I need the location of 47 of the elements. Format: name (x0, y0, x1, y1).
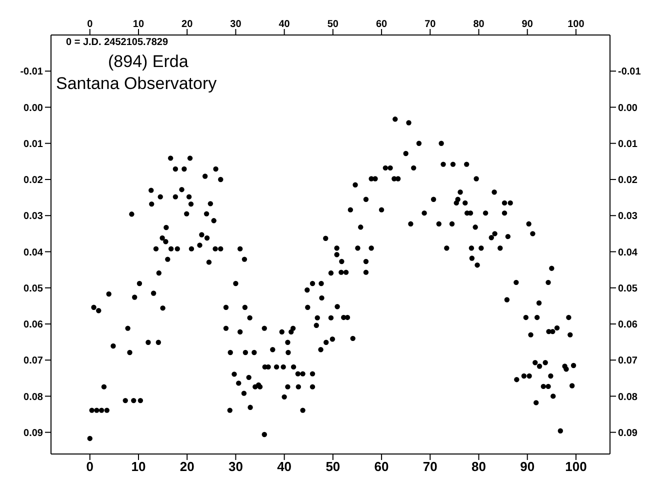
x-tick-label: 100 (565, 459, 587, 474)
x-tick-label: 50 (326, 459, 340, 474)
text: Santana Observatory (56, 74, 217, 94)
y-tick-label: 0.08 (24, 392, 44, 403)
x-tick-label: 70 (422, 459, 438, 474)
x-tick-label: 20 (180, 459, 194, 474)
x2-tick-label: 80 (473, 19, 485, 30)
y-tick-label: -0.01 (20, 66, 44, 78)
y2-tick-label: 0.03 (618, 211, 638, 222)
x-tick-label: 60 (374, 459, 389, 474)
y2-tick-label: 0.00 (618, 102, 638, 114)
x2-tick-label: 30 (230, 19, 242, 30)
x2-tick-label: 0 (87, 19, 94, 30)
annotation: 0 = J.D. 2452105.7829 (66, 37, 168, 48)
x-tick-label: 0 (86, 459, 94, 474)
y-tick-label: 0.02 (24, 175, 44, 186)
y2-tick-label: 0.06 (618, 320, 638, 331)
y-tick-label: 0.01 (24, 138, 44, 150)
x2-tick-label: 70 (424, 19, 436, 30)
y2-tick-label: 0.02 (618, 175, 638, 186)
y-tick-label: 0.03 (24, 211, 44, 222)
x2-tick-label: 20 (182, 19, 194, 30)
x2-tick-label: 90 (522, 19, 534, 30)
x2-tick-label: 10 (132, 19, 144, 30)
y-tick-label: 0.05 (24, 283, 44, 294)
y-tick-label: 0.06 (24, 320, 44, 331)
y2-tick-label: 0.04 (618, 247, 638, 258)
y2-tick-label: 0.09 (618, 428, 638, 439)
y-tick-label: 0.09 (24, 428, 44, 439)
x2-tick-label: 50 (327, 19, 339, 30)
x-tick-label: 10 (131, 459, 146, 474)
x2-tick-label: 40 (278, 19, 290, 30)
text: (894) Erda (108, 52, 188, 72)
y-tick-label: 0.04 (24, 247, 44, 258)
y2-tick-label: 0.07 (618, 356, 638, 367)
x-tick-label: 90 (520, 459, 535, 474)
x2-tick-label: 100 (568, 19, 585, 30)
x-tick-label: 80 (472, 459, 486, 474)
x-tick-label: 40 (277, 459, 292, 474)
y-tick-label: 0.00 (24, 102, 44, 114)
y-tick-label: 0.07 (24, 356, 44, 367)
y2-tick-label: 0.01 (618, 138, 638, 150)
y2-tick-label: 0.05 (618, 283, 638, 294)
x2-tick-label: 60 (376, 19, 388, 30)
y2-tick-label: 0.08 (618, 392, 638, 403)
x-tick-label: 30 (228, 459, 243, 474)
y2-tick-label: -0.01 (618, 66, 642, 78)
